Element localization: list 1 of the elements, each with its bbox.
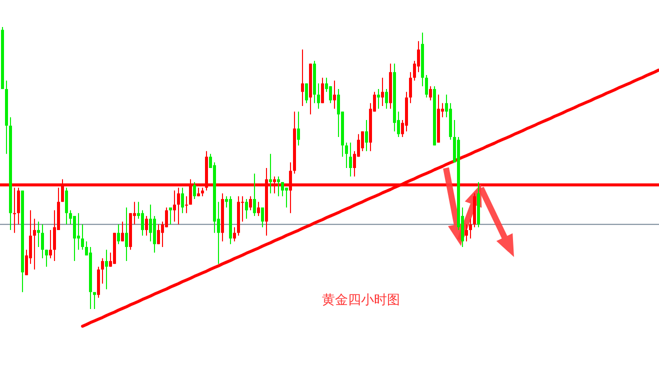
- annotation: 黄金四小时图: [322, 293, 400, 308]
